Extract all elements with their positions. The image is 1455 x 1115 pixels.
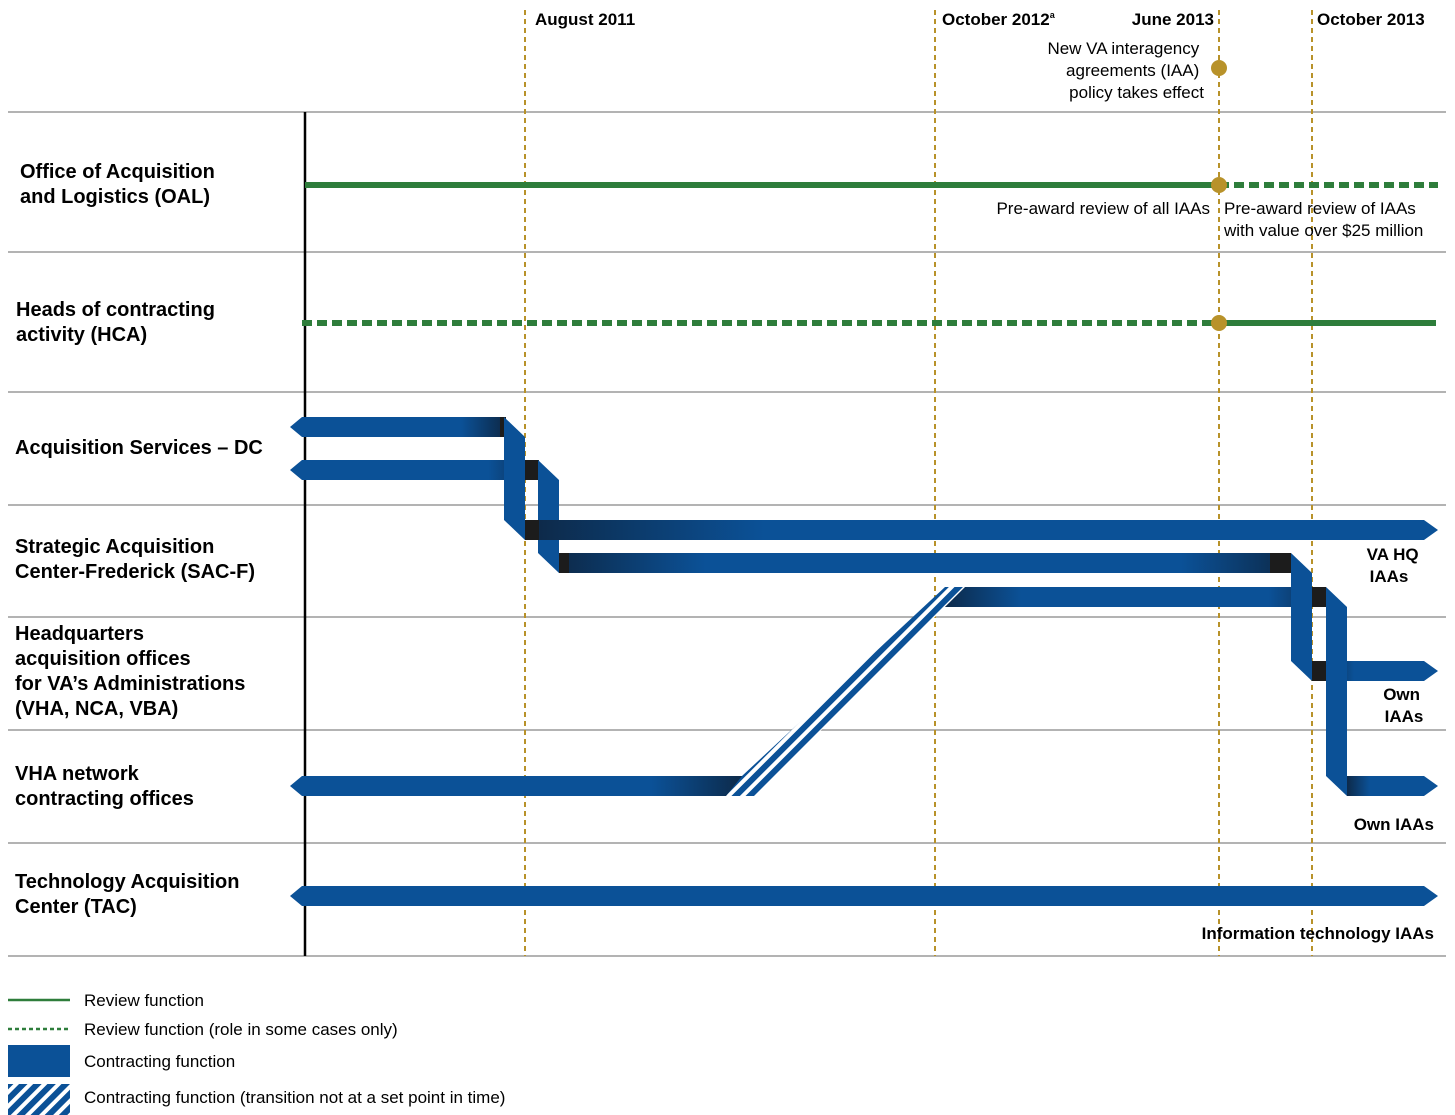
- sacf-riser-down: [1291, 553, 1312, 681]
- end-label-own-iaas-hq: Own IAAs: [1383, 685, 1425, 726]
- end-label-it-iaas: Information technology IAAs: [1202, 924, 1434, 943]
- oal-note-before: Pre-award review of all IAAs: [996, 199, 1210, 218]
- policy-note: New VA interagency agreements (IAA) poli…: [1047, 39, 1204, 102]
- row-dividers: [8, 111, 1446, 957]
- end-label-va-hq-iaas: VA HQ IAAs: [1367, 545, 1424, 586]
- acq-dc-band-1: [290, 417, 504, 437]
- legend-label-review-dashed: Review function (role in some cases only…: [84, 1020, 398, 1039]
- oal-note-after: Pre-award review of IAAs with value over…: [1223, 199, 1423, 240]
- date-lines: [524, 10, 1313, 956]
- legend-swatch-contracting: [8, 1045, 70, 1077]
- acq-dc-corner-1-shadow: [500, 417, 506, 437]
- row-label-tac: Technology Acquisition Center (TAC): [15, 871, 245, 918]
- row-label-acq-services-dc: Acquisition Services – DC: [15, 437, 263, 459]
- acq-dc-corner-2-shadow: [525, 460, 539, 480]
- legend-swatch-contracting-hatched: [8, 1084, 70, 1115]
- legend-label-contracting: Contracting function: [84, 1052, 235, 1071]
- hq-band: [945, 587, 1326, 607]
- sacf-band-1: [539, 520, 1438, 540]
- date-label-jun-2013: June 2013: [1132, 10, 1214, 29]
- end-label-own-iaas-vha: Own IAAs: [1354, 815, 1434, 834]
- date-label-aug-2011: August 2011: [535, 10, 635, 29]
- vha-to-hq-transition-hatched: [726, 587, 965, 796]
- sacf-band-2: [559, 553, 1291, 573]
- date-label-oct-2013: October 2013: [1317, 10, 1425, 29]
- sacf-band-2-shadow: [559, 553, 569, 573]
- hq-band-end-shadow: [1310, 587, 1326, 607]
- policy-milestone-marker: [1211, 60, 1227, 76]
- row-label-hq-acq-offices: Headquarters acquisition offices for VA’…: [15, 623, 251, 720]
- legend-label-review-solid: Review function: [84, 991, 204, 1010]
- vha-band: [290, 776, 742, 796]
- acq-dc-riser-1: [504, 417, 525, 540]
- row-label-sac-f: Strategic Acquisition Center-Frederick (…: [15, 536, 255, 583]
- row-label-vha-network: VHA network contracting offices: [15, 763, 194, 810]
- legend-label-contracting-hatched: Contracting function (transition not at …: [84, 1088, 505, 1107]
- hq-own-band-shadow: [1312, 661, 1326, 681]
- sacf-band-2-end-shadow: [1270, 553, 1291, 573]
- acq-dc-riser-2: [538, 460, 559, 573]
- sacf-band-1-shadow: [525, 520, 539, 540]
- date-label-oct-2012: October 2012a: [942, 10, 1056, 29]
- row-label-oal: Office of Acquisition and Logistics (OAL…: [20, 161, 220, 208]
- row-label-hca: Heads of contracting activity (HCA): [16, 299, 220, 346]
- tac-band: [290, 886, 1438, 906]
- legend: Review function Review function (role in…: [8, 991, 505, 1115]
- oal-milestone-marker: [1211, 177, 1227, 193]
- hq-riser-down: [1326, 587, 1347, 796]
- hq-own-band: [1326, 661, 1438, 681]
- hca-milestone-marker: [1211, 315, 1227, 331]
- acq-dc-band-2: [290, 460, 538, 480]
- vha-own-band: [1347, 776, 1438, 796]
